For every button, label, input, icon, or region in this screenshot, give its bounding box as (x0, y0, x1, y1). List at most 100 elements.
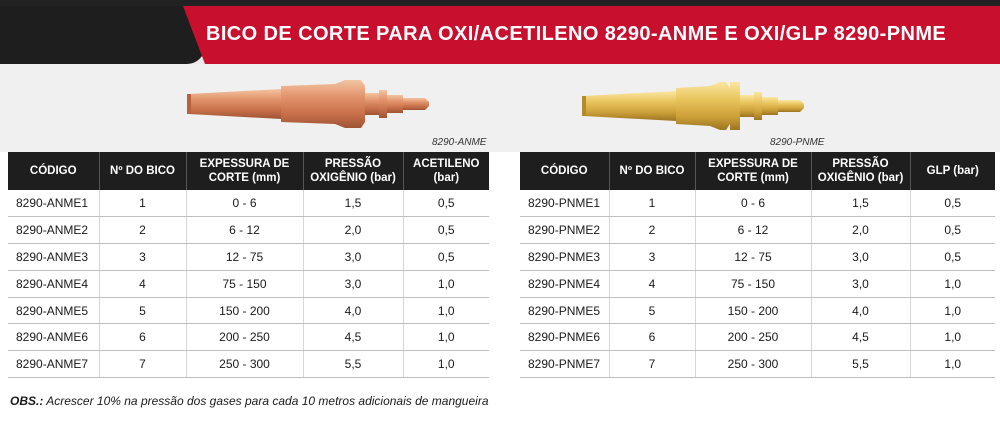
cell-bico: 6 (609, 323, 696, 352)
table-row: 8290-ANME5 5 150 - 200 4,0 1,0 (8, 297, 489, 325)
cell-oxigenio: 4,5 (303, 323, 404, 352)
cell-espessura: 150 - 200 (695, 297, 812, 325)
table-row: 8290-PNME2 2 6 - 12 2,0 0,5 (520, 216, 995, 245)
cell-bico: 1 (99, 190, 187, 218)
cell-acetileno: 0,5 (403, 243, 489, 271)
cell-espessura: 6 - 12 (186, 216, 304, 245)
table-row: 8290-PNME5 5 150 - 200 4,0 1,0 (520, 297, 995, 325)
cell-acetileno: 1,0 (403, 323, 489, 352)
cell-glp: 0,5 (910, 216, 995, 245)
cell-codigo: 8290-ANME1 (8, 190, 100, 218)
cell-glp: 1,0 (910, 270, 995, 298)
footnote-label: OBS.: (10, 394, 44, 408)
cell-glp: 1,0 (910, 297, 995, 325)
cell-glp: 0,5 (910, 190, 995, 218)
table-row: 8290-ANME2 2 6 - 12 2,0 0,5 (8, 216, 489, 245)
cell-acetileno: 0,5 (403, 216, 489, 245)
cell-codigo: 8290-PNME4 (520, 270, 610, 298)
cell-espessura: 6 - 12 (695, 216, 812, 245)
cell-oxigenio: 5,5 (811, 350, 911, 379)
table-header-row: CÓDIGO Nº DO BICO EXPESSURA DE CORTE (mm… (520, 152, 995, 190)
cell-espessura: 150 - 200 (186, 297, 304, 325)
copper-cutting-tip-image (187, 80, 429, 128)
header-codigo: CÓDIGO (520, 152, 610, 190)
left-product-caption: 8290-ANME (432, 137, 487, 148)
header-pressao-oxigenio: PRESSÃO OXIGÊNIO (bar) (303, 152, 404, 190)
cell-espessura: 75 - 150 (695, 270, 812, 298)
cell-bico: 7 (99, 350, 187, 379)
cell-bico: 5 (99, 297, 187, 325)
header-espessura: EXPESSURA DE CORTE (mm) (695, 152, 812, 190)
header-codigo: CÓDIGO (8, 152, 100, 190)
cell-oxigenio: 3,0 (303, 270, 404, 298)
cell-oxigenio: 1,5 (811, 190, 911, 218)
cell-codigo: 8290-PNME6 (520, 323, 610, 352)
header-numero-bico: Nº DO BICO (99, 152, 187, 190)
cell-espessura: 250 - 300 (695, 350, 812, 379)
cell-espessura: 75 - 150 (186, 270, 304, 298)
table-row: 8290-ANME6 6 200 - 250 4,5 1,0 (8, 323, 489, 352)
cell-glp: 1,0 (910, 350, 995, 379)
right-product-caption: 8290-PNME (770, 137, 825, 148)
table-row: 8290-PNME3 3 12 - 75 3,0 0,5 (520, 243, 995, 271)
cell-bico: 2 (99, 216, 187, 245)
cell-codigo: 8290-PNME7 (520, 350, 610, 379)
cell-oxigenio: 4,0 (811, 297, 911, 325)
cell-acetileno: 1,0 (403, 270, 489, 298)
header-glp: GLP (bar) (910, 152, 995, 190)
table-row: 8290-ANME3 3 12 - 75 3,0 0,5 (8, 243, 489, 271)
page-title: BICO DE CORTE PARA OXI/ACETILENO 8290-AN… (206, 23, 947, 45)
cell-acetileno: 1,0 (403, 297, 489, 325)
cell-oxigenio: 3,0 (811, 243, 911, 271)
cell-oxigenio: 2,0 (811, 216, 911, 245)
cell-espessura: 12 - 75 (186, 243, 304, 271)
cell-bico: 3 (99, 243, 187, 271)
cell-codigo: 8290-ANME7 (8, 350, 100, 379)
cell-codigo: 8290-PNME5 (520, 297, 610, 325)
table-row: 8290-PNME6 6 200 - 250 4,5 1,0 (520, 323, 995, 352)
cell-espessura: 12 - 75 (695, 243, 812, 271)
cell-codigo: 8290-PNME1 (520, 190, 610, 218)
cell-oxigenio: 3,0 (303, 243, 404, 271)
table-header-row: CÓDIGO Nº DO BICO EXPESSURA DE CORTE (mm… (8, 152, 489, 190)
cell-codigo: 8290-PNME3 (520, 243, 610, 271)
banner-dark-block (0, 6, 205, 64)
cell-bico: 1 (609, 190, 696, 218)
cell-oxigenio: 3,0 (811, 270, 911, 298)
table-acetileno: CÓDIGO Nº DO BICO EXPESSURA DE CORTE (mm… (8, 152, 489, 379)
cell-espessura: 200 - 250 (695, 323, 812, 352)
cell-espessura: 250 - 300 (186, 350, 304, 379)
header-banner: BICO DE CORTE PARA OXI/ACETILENO 8290-AN… (0, 0, 1000, 75)
table-row: 8290-PNME1 1 0 - 6 1,5 0,5 (520, 190, 995, 218)
cell-oxigenio: 4,5 (811, 323, 911, 352)
cell-oxigenio: 1,5 (303, 190, 404, 218)
header-numero-bico: Nº DO BICO (609, 152, 696, 190)
table-row: 8290-ANME1 1 0 - 6 1,5 0,5 (8, 190, 489, 218)
cell-acetileno: 0,5 (403, 190, 489, 218)
cell-bico: 7 (609, 350, 696, 379)
cell-codigo: 8290-ANME2 (8, 216, 100, 245)
cell-bico: 4 (99, 270, 187, 298)
header-acetileno: ACETILENO (bar) (403, 152, 489, 190)
table-row: 8290-ANME7 7 250 - 300 5,5 1,0 (8, 350, 489, 379)
cell-bico: 5 (609, 297, 696, 325)
cell-oxigenio: 5,5 (303, 350, 404, 379)
cell-acetileno: 1,0 (403, 350, 489, 379)
cell-bico: 4 (609, 270, 696, 298)
product-image-strip: 8290-ANME 8290-PNME (0, 64, 1000, 152)
footnote-text: Acrescer 10% na pressão dos gases para c… (43, 394, 489, 408)
table-row: 8290-PNME4 4 75 - 150 3,0 1,0 (520, 270, 995, 298)
banner-red-block (183, 6, 1000, 64)
cell-codigo: 8290-ANME4 (8, 270, 100, 298)
cell-codigo: 8290-ANME6 (8, 323, 100, 352)
cell-codigo: 8290-ANME3 (8, 243, 100, 271)
header-pressao-oxigenio: PRESSÃO OXIGÊNIO (bar) (811, 152, 911, 190)
cell-oxigenio: 2,0 (303, 216, 404, 245)
cell-bico: 3 (609, 243, 696, 271)
cell-espessura: 200 - 250 (186, 323, 304, 352)
cell-glp: 0,5 (910, 243, 995, 271)
cell-espessura: 0 - 6 (186, 190, 304, 218)
header-espessura: EXPESSURA DE CORTE (mm) (186, 152, 304, 190)
brass-cutting-tip-image (582, 82, 804, 130)
cell-glp: 1,0 (910, 323, 995, 352)
